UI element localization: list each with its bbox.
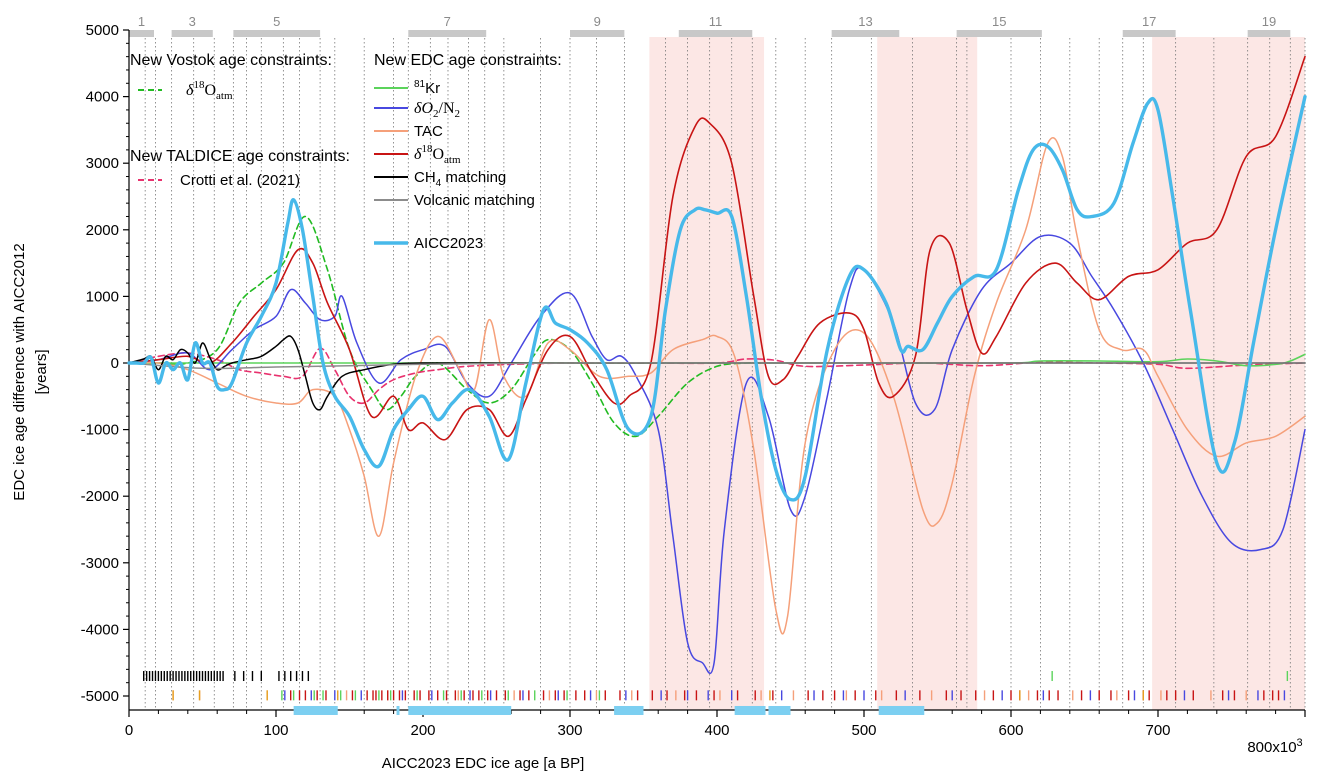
x-tick-label-4: 400 [704,722,729,739]
aicc-bar-4 [734,705,766,715]
mis-label-11: 11 [709,14,723,29]
y-tick-label-8: -3000 [81,555,119,572]
legend-vostok-delta: δ [186,82,194,99]
legend-kr-text: Kr [425,80,440,97]
legend-vostok-d18: δ18Oatm [186,79,233,102]
x-tick-label-2: 200 [410,722,435,739]
mis-bar-11 [831,30,900,37]
y-tick-label-6: -1000 [81,422,119,439]
legend-edc: New EDC age constraints: 81Kr δO2/N2 TAC… [374,52,562,252]
legend-o2n2-text: δO [414,100,433,117]
legend-vostok-o: O [204,82,216,99]
legend-d18-sup: 18 [421,143,433,155]
series-line-4 [128,137,1306,635]
interglacial-band-2 [1152,37,1305,710]
legend-ch4-tail: matching [441,169,506,186]
legend-edc-title: New EDC age constraints: [374,52,562,69]
legend-ch4-sub: 4 [436,178,442,189]
mis-bar-1 [129,30,154,37]
legend-aicc-label: AICC2023 [414,235,483,252]
mis-label-13: 13 [858,14,872,29]
mis-label-1: 1 [138,14,145,29]
mis-bar-15 [1122,30,1176,37]
y-tick-label-0: 5000 [86,22,119,39]
interglacial-shading [649,37,1305,710]
legend-vostok-sub: atm [216,90,233,102]
y-tick-label-10: -5000 [81,688,119,705]
mis-label-9: 9 [594,14,601,29]
legend-d18-label: δ18Oatm [414,143,461,166]
legend-ch4-text: CH [414,169,436,186]
x-axis-label: AICC2023 EDC ice age [a BP] [382,755,585,772]
aicc-bar-5 [768,705,791,715]
aicc-bar-3 [614,705,644,715]
legend-vostok: New Vostok age constraints: δ18Oatm [130,52,332,102]
mis-label-15: 15 [992,14,1006,29]
legend-taldice-title: New TALDICE age constraints: [130,148,350,165]
x-tick-label-0: 0 [125,722,133,739]
legend-ch4-label: CH4 matching [414,169,506,189]
axes: 500040003000200010000-1000-2000-3000-400… [81,22,1306,756]
y-axis-label-line2: [years] [33,349,50,394]
x-tick-label-6: 600 [998,722,1023,739]
mis-bar-9 [678,30,753,37]
aicc-bar-1 [396,705,400,715]
legend-d18-o: O [432,146,444,163]
legend-vostok-sup: 18 [193,79,205,91]
legend-kr-sup: 81 [414,79,426,90]
legend-taldice: New TALDICE age constraints: Crotti et a… [130,148,350,189]
mis-bar-5 [408,30,487,37]
aicc-bar-2 [408,705,512,715]
series-line-3 [128,234,1306,675]
dotted-vertical-lines [144,38,1306,710]
series-lines [127,55,1307,675]
x-tick-suffix-sup: 3 [1297,737,1303,749]
legend-d18-delta: δ [414,146,422,163]
legend-tac-label: TAC [414,123,443,140]
mis-bar-1 [171,30,213,37]
mis-bar-3 [233,30,321,37]
legend-o2n2-sub: 2 [433,108,439,120]
y-tick-label-2: 3000 [86,155,119,172]
legend-kr-label: 81Kr [414,79,440,97]
constraint-tick-rows [142,671,1289,715]
mis-label-17: 17 [1142,14,1156,29]
mis-label-7: 7 [444,14,451,29]
series-line-5 [128,55,1306,441]
legend-o2n2-sub2: 2 [455,108,461,120]
y-tick-label-5: 0 [111,355,119,372]
x-tick-label-8: 800x103 [1247,737,1302,756]
series-line-7 [128,362,1306,370]
mis-bar-17 [1247,30,1291,37]
legend-o2n2-label: δO2/N2 [414,100,460,120]
y-tick-label-4: 1000 [86,288,119,305]
x-tick-label-3: 300 [557,722,582,739]
legend-volc-label: Volcanic matching [414,192,535,209]
x-tick-label-1: 100 [263,722,288,739]
x-tick-label-5: 500 [851,722,876,739]
y-tick-label-9: -4000 [81,621,119,638]
legend-d18-sub: atm [444,154,461,166]
y-tick-label-3: 2000 [86,222,119,239]
aicc-bar-0 [293,705,338,715]
mis-bar-13 [956,30,1042,37]
mis-label-5: 5 [273,14,280,29]
mis-bar-7 [570,30,625,37]
aicc-bar-6 [878,705,925,715]
legend-taldice-entry: Crotti et al. (2021) [180,172,300,189]
y-tick-label-1: 4000 [86,89,119,106]
y-tick-label-7: -2000 [81,488,119,505]
mis-label-3: 3 [189,14,196,29]
legend-o2n2-tail: /N [439,100,455,117]
legend-vostok-title: New Vostok age constraints: [130,52,332,69]
interglacial-band-0 [649,37,765,710]
series-line-8 [127,94,1307,502]
y-axis-label-line1: EDC ice age difference with AICC2012 [11,243,28,500]
mis-label-19: 19 [1262,14,1276,29]
interglacial-band-1 [877,37,978,710]
x-tick-label-7: 700 [1145,722,1170,739]
mis-stage-bars: 1 3 5 7 9 11 13 15 17 19 [129,14,1291,37]
